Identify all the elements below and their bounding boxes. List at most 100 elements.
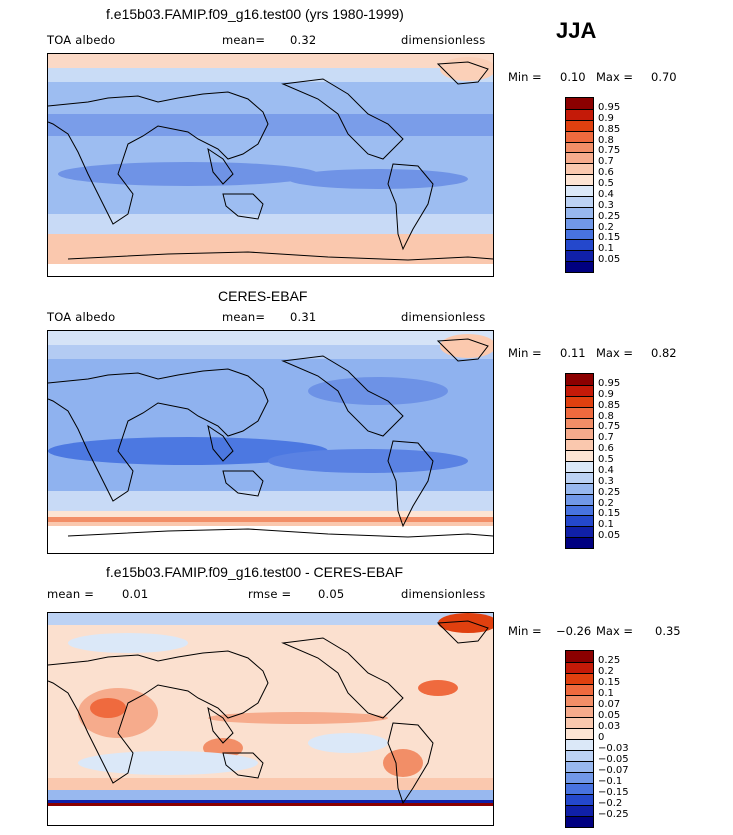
- colorbar-boundary: [566, 217, 593, 219]
- colorbar-tick-label: 0.15: [598, 508, 621, 520]
- colorbar-tick-label: 0.7: [598, 432, 614, 444]
- colorbar-segment: [566, 261, 593, 273]
- colorbar-segment: [566, 395, 593, 407]
- colorbar-tick-label: −0.07: [598, 765, 629, 776]
- panel3-mean-value: 0.01: [122, 587, 149, 601]
- colorbar-segment: [566, 185, 593, 196]
- colorbar-segment: [566, 537, 593, 549]
- colorbar-tick-label: 0.75: [598, 145, 621, 157]
- panel2-max-value: 0.82: [651, 346, 677, 360]
- colorbar-segment: [566, 794, 593, 805]
- colorbar-tick-label: 0.3: [598, 475, 614, 487]
- colorbar-boundary: [566, 526, 593, 528]
- colorbar-tick-label: 0.4: [598, 464, 614, 476]
- colorbar-tick-label: 0.5: [598, 454, 614, 465]
- colorbar-segment: [566, 482, 593, 494]
- colorbar-boundary: [566, 805, 593, 806]
- panel2-colorbar: [565, 373, 594, 549]
- colorbar-boundary: [566, 662, 593, 663]
- colorbar-boundary: [566, 761, 593, 762]
- panel2-variable-label: TOA albedo: [47, 310, 116, 324]
- colorbar-tick-label: 0.6: [598, 443, 614, 455]
- colorbar-boundary: [566, 195, 593, 197]
- panel3-mean-label: mean =: [47, 587, 95, 601]
- colorbar-tick-label: 0.1: [598, 519, 614, 531]
- panel1-units: dimensionless: [401, 33, 486, 47]
- colorbar-boundary: [566, 163, 593, 165]
- season-label: JJA: [556, 18, 597, 43]
- colorbar-segment: [566, 163, 593, 175]
- panel2-observed-albedo-map: [47, 330, 494, 554]
- colorbar-tick-label: 0.6: [598, 167, 614, 179]
- panel3-max-value: 0.35: [655, 624, 681, 638]
- colorbar-tick-label: −0.2: [598, 798, 623, 809]
- colorbar-boundary: [566, 706, 593, 707]
- colorbar-tick-label: 0.9: [598, 388, 614, 400]
- colorbar-segment: [566, 515, 593, 527]
- colorbar-boundary: [566, 750, 593, 751]
- colorbar-boundary: [566, 261, 593, 263]
- colorbar-tick-label: 0.95: [598, 377, 621, 389]
- panel3-min-label: Min =: [508, 624, 542, 638]
- colorbar-boundary: [566, 439, 593, 441]
- panel2-title: CERES-EBAF: [218, 288, 308, 304]
- colorbar-tick-label: 0.8: [598, 134, 614, 146]
- colorbar-segment: [566, 108, 593, 120]
- colorbar-segment: [566, 228, 593, 240]
- colorbar-tick-label: −0.1: [598, 776, 623, 787]
- colorbar-segment: [566, 504, 593, 516]
- colorbar-tick-label: −0.05: [598, 754, 629, 765]
- colorbar-segment: [566, 439, 593, 451]
- colorbar-segment: [566, 717, 593, 728]
- colorbar-boundary: [566, 141, 593, 143]
- colorbar-boundary: [566, 428, 593, 430]
- colorbar-tick-label: 0.2: [598, 666, 614, 677]
- colorbar-boundary: [566, 174, 593, 176]
- colorbar-tick-label: −0.03: [598, 743, 629, 754]
- colorbar-segment: [566, 450, 593, 462]
- panel1-mean-label: mean=: [222, 33, 266, 47]
- colorbar-segment: [566, 174, 593, 186]
- colorbar-segment: [566, 461, 593, 472]
- colorbar-segment: [566, 684, 593, 695]
- colorbar-segment: [566, 662, 593, 673]
- panel1-model-albedo-map: [47, 53, 494, 277]
- panel1-colorbar: [565, 97, 594, 273]
- colorbar-tick-label: 0.2: [598, 497, 614, 509]
- colorbar-segment: [566, 651, 593, 662]
- colorbar-segment: [566, 98, 593, 109]
- colorbar-segment: [566, 493, 593, 505]
- panel3-difference-map: [47, 612, 494, 826]
- colorbar-boundary: [566, 471, 593, 473]
- colorbar-boundary: [566, 537, 593, 539]
- colorbar-tick-label: 0.2: [598, 221, 614, 233]
- colorbar-boundary: [566, 206, 593, 208]
- colorbar-tick-label: 0.1: [598, 688, 614, 699]
- colorbar-tick-label: 0.15: [598, 232, 621, 244]
- colorbar-tick-label: 0.05: [598, 254, 621, 266]
- colorbar-boundary: [566, 450, 593, 452]
- colorbar-segment: [566, 195, 593, 207]
- colorbar-segment: [566, 141, 593, 153]
- colorbar-tick-label: 0: [598, 732, 605, 743]
- colorbar-segment: [566, 152, 593, 164]
- colorbar-boundary: [566, 228, 593, 230]
- panel2-mean-label: mean=: [222, 310, 266, 324]
- panel3-rmse-value: 0.05: [318, 587, 345, 601]
- colorbar-boundary: [566, 119, 593, 121]
- colorbar-tick-label: −0.15: [598, 787, 629, 798]
- panel2-max-label: Max =: [596, 346, 634, 360]
- colorbar-boundary: [566, 515, 593, 517]
- colorbar-segment: [566, 728, 593, 739]
- colorbar-boundary: [566, 728, 593, 729]
- panel1-min-label: Min =: [508, 70, 542, 84]
- colorbar-segment: [566, 805, 593, 816]
- panel2-mean-value: 0.31: [290, 310, 317, 324]
- colorbar-tick-label: 0.85: [598, 123, 621, 135]
- colorbar-segment: [566, 374, 593, 385]
- colorbar-tick-label: 0.25: [598, 486, 621, 498]
- panel1-max-value: 0.70: [651, 70, 677, 84]
- colorbar-segment: [566, 130, 593, 142]
- colorbar-boundary: [566, 772, 593, 773]
- colorbar-tick-label: 0.07: [598, 699, 621, 710]
